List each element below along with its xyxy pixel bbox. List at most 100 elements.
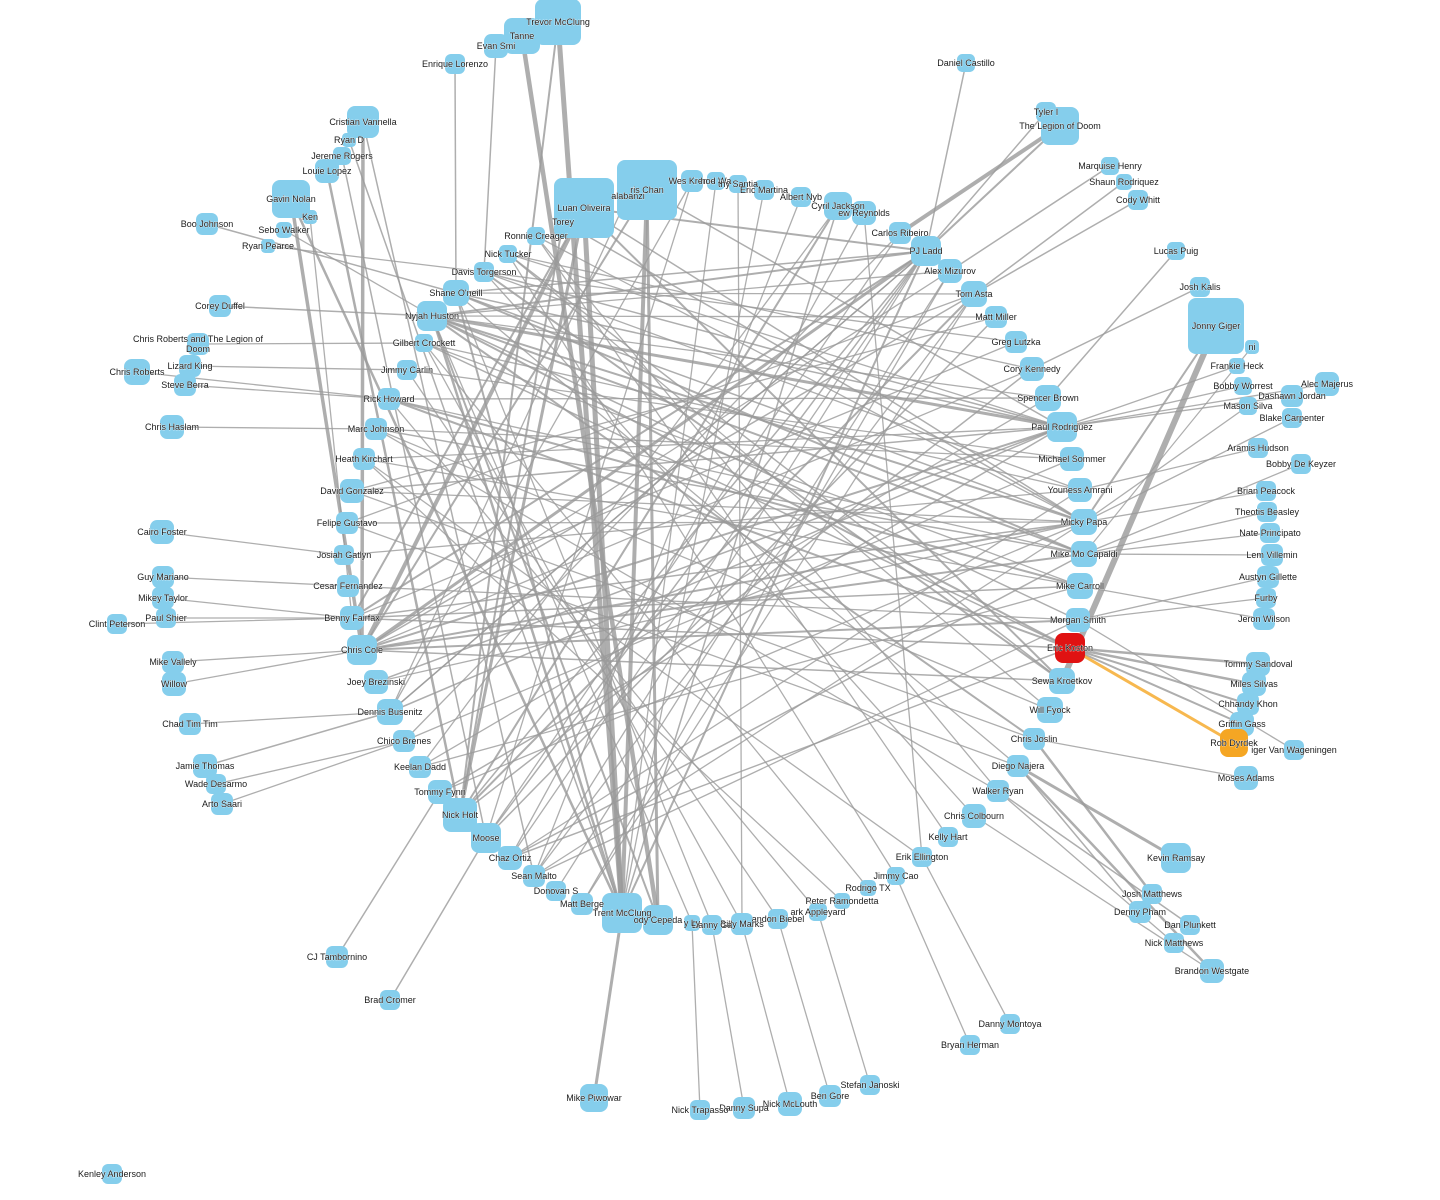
node-jonny-giger[interactable] <box>1188 298 1244 354</box>
node-felipe-gustavo[interactable] <box>336 512 358 534</box>
node-ni[interactable] <box>1245 340 1259 354</box>
node-david-gonzalez[interactable] <box>340 479 364 503</box>
node-lem-villemin[interactable] <box>1261 544 1283 566</box>
node-brian-peacock[interactable] <box>1256 481 1276 501</box>
node-aramis-hudson[interactable] <box>1248 438 1268 458</box>
node-spencer-brown[interactable] <box>1035 385 1061 411</box>
node-wes-kreme[interactable] <box>681 170 703 192</box>
node-andon-biebel[interactable] <box>768 909 788 929</box>
node-miles-silvas[interactable] <box>1242 672 1266 696</box>
node-kenley-anderson[interactable] <box>102 1164 122 1184</box>
node-heath-kirchart[interactable] <box>353 448 375 470</box>
node-louie-lopez[interactable] <box>315 159 339 183</box>
node-dan-plunkett[interactable] <box>1180 915 1200 935</box>
node-mikey-taylor[interactable] <box>152 587 174 609</box>
node-mason-silva[interactable] <box>1239 397 1257 415</box>
node-sewa-kroetkov[interactable] <box>1049 668 1075 694</box>
node-chaz-ortiz[interactable] <box>498 846 522 870</box>
node-the-legion-of-doom[interactable] <box>1041 107 1079 145</box>
node-micky-papa[interactable] <box>1071 509 1097 535</box>
node-keelan-dadd[interactable] <box>409 756 431 778</box>
node-shane-o-neill[interactable] <box>443 280 469 306</box>
node-boo-johnson[interactable] <box>196 213 218 235</box>
node-cory-kennedy[interactable] <box>1020 357 1044 381</box>
node-davis-torgerson[interactable] <box>474 262 494 282</box>
node-peter-ramondetta[interactable] <box>834 893 850 909</box>
node-josiah-gatlyn[interactable] <box>334 545 354 565</box>
node-chris-roberts-and-the-legion-of-doom[interactable] <box>187 333 209 355</box>
node-josh-kalis[interactable] <box>1190 277 1210 297</box>
node-corey-duffel[interactable] <box>209 295 231 317</box>
node-alec-majerus[interactable] <box>1315 372 1339 396</box>
node-y-ly[interactable] <box>684 915 700 931</box>
node-matt-berge[interactable] <box>571 893 593 915</box>
node-tanne[interactable] <box>504 18 540 54</box>
node-donovan-s[interactable] <box>546 881 566 901</box>
node-diego-najera[interactable] <box>1007 755 1029 777</box>
node-dashawn-jordan[interactable] <box>1281 385 1303 407</box>
node-hod-wa[interactable] <box>707 172 725 190</box>
node-rob-dyrdek[interactable] <box>1220 729 1248 757</box>
node-lucas-puig[interactable] <box>1167 242 1185 260</box>
node-alabanzi[interactable] <box>618 186 638 206</box>
node-dennis-busenitz[interactable] <box>377 699 403 725</box>
node-ben-gore[interactable] <box>819 1085 841 1107</box>
node-ew-reynolds[interactable] <box>852 201 876 225</box>
node-rodrigo-tx[interactable] <box>860 880 876 896</box>
node-guy-mariano[interactable] <box>152 566 174 588</box>
node-chris-cole[interactable] <box>347 635 377 665</box>
node-carlos-ribeiro[interactable] <box>889 222 911 244</box>
node-nick-holt[interactable] <box>443 798 477 832</box>
node-chris-haslam[interactable] <box>160 415 184 439</box>
node-blake-carpenter[interactable] <box>1282 408 1302 428</box>
node-ryan-pearce[interactable] <box>261 239 275 253</box>
node-erik-ellington[interactable] <box>912 847 932 867</box>
node-will-fyock[interactable] <box>1037 697 1063 723</box>
node-marc-johnson[interactable] <box>365 418 387 440</box>
node-ody-cepeda[interactable] <box>643 905 673 935</box>
node-chris-joslin[interactable] <box>1023 728 1045 750</box>
node-brandon-westgate[interactable] <box>1200 959 1224 983</box>
node-luan-oliveira[interactable] <box>554 178 614 238</box>
node-jimmy-carlin[interactable] <box>397 360 417 380</box>
node-ark-appleyard[interactable] <box>809 903 827 921</box>
node-ken[interactable] <box>303 210 317 224</box>
node-stefan-janoski[interactable] <box>860 1075 880 1095</box>
node-theotis-beasley[interactable] <box>1257 502 1277 522</box>
node-nick-matthews[interactable] <box>1164 933 1184 953</box>
node-clint-peterson[interactable] <box>107 614 127 634</box>
node-cristian-vannella[interactable] <box>347 106 379 138</box>
node-pj-ladd[interactable] <box>911 236 941 266</box>
node-willow[interactable] <box>162 672 186 696</box>
node-mike-piwowar[interactable] <box>580 1084 608 1112</box>
node-sebo-walker[interactable] <box>276 222 292 238</box>
node-shaun-rodriquez[interactable] <box>1116 174 1132 190</box>
node-cesar-fernandez[interactable] <box>337 575 359 597</box>
node-cairo-foster[interactable] <box>150 520 174 544</box>
node-nyjah-huston[interactable] <box>417 301 447 331</box>
node-nick-trapasso[interactable] <box>690 1100 710 1120</box>
node-moose[interactable] <box>471 823 501 853</box>
node-mike-carroll[interactable] <box>1067 573 1093 599</box>
node-nick-mclouth[interactable] <box>778 1092 802 1116</box>
node-cyril-jackson[interactable] <box>824 192 852 220</box>
node-denny-pham[interactable] <box>1129 901 1151 923</box>
node-chad-tim-tim[interactable] <box>179 713 201 735</box>
node-arto-saari[interactable] <box>211 793 233 815</box>
node-moses-adams[interactable] <box>1234 766 1258 790</box>
node-austyn-gillette[interactable] <box>1257 566 1279 588</box>
node-frankie-heck[interactable] <box>1229 358 1245 374</box>
node-danny-supa[interactable] <box>733 1097 755 1119</box>
node-kevin-ramsay[interactable] <box>1161 843 1191 873</box>
node-wade-desarmo[interactable] <box>206 774 226 794</box>
node-ronnie-creager[interactable] <box>527 227 545 245</box>
node-furby[interactable] <box>1256 588 1276 608</box>
node-matt-miller[interactable] <box>985 306 1007 328</box>
node-mike-vallely[interactable] <box>162 651 184 673</box>
node-gavin-nolan[interactable] <box>272 180 310 218</box>
node-alex-mizurov[interactable] <box>938 259 962 283</box>
node-trevor-mcclung[interactable] <box>535 0 581 45</box>
node-tommy-fynn[interactable] <box>428 780 452 804</box>
node-joey-brezinski[interactable] <box>364 670 388 694</box>
node-billy-marks[interactable] <box>731 913 753 935</box>
